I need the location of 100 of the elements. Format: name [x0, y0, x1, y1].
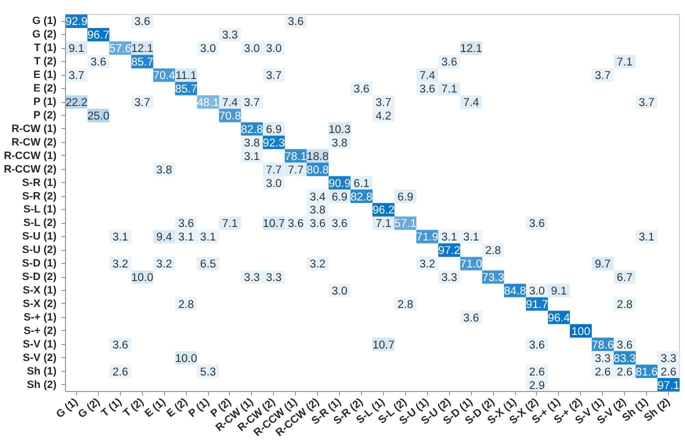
- data-label: 2.6: [616, 366, 633, 378]
- data-label: 10.0: [131, 272, 154, 284]
- data-label: 73.3: [482, 272, 504, 284]
- data-label: 10.0: [175, 352, 198, 365]
- y-tick-label: R-CW (2): [12, 136, 57, 148]
- data-label: 3.7: [638, 97, 654, 110]
- data-label: 3.0: [529, 286, 545, 298]
- data-label: 3.3: [441, 272, 458, 284]
- data-label: 3.0: [200, 43, 216, 56]
- data-label: 6.9: [266, 124, 282, 136]
- y-tick-label: S-X (1): [22, 284, 57, 297]
- data-label: 7.4: [419, 70, 436, 82]
- data-label: 7.4: [463, 97, 480, 110]
- y-tick-label: Sh (1): [26, 365, 57, 378]
- data-label: 92.9: [65, 16, 88, 28]
- data-label: 22.2: [65, 97, 88, 110]
- data-label: 2.6: [112, 366, 128, 378]
- data-label: 70.4: [153, 70, 176, 82]
- data-label: 3.1: [638, 232, 654, 244]
- data-label: 3.0: [244, 43, 260, 56]
- y-tick-label: S-R (1): [22, 176, 57, 189]
- y-tick-label: E (2): [33, 82, 57, 95]
- data-label: 3.7: [134, 97, 150, 110]
- data-label: 3.2: [112, 258, 128, 271]
- data-label: 6.7: [616, 272, 633, 284]
- data-label: 2.8: [398, 298, 414, 311]
- data-label: 3.6: [441, 56, 458, 69]
- y-tick-label: P (1): [33, 96, 57, 108]
- data-label: 83.3: [614, 352, 636, 365]
- y-tick-label: R-CCW (2): [4, 163, 57, 176]
- y-tick-label: T (2): [34, 56, 57, 68]
- data-label: 3.2: [156, 258, 172, 271]
- data-label: 71.9: [416, 232, 438, 244]
- data-label: 3.8: [244, 137, 260, 150]
- data-label: 78.1: [284, 150, 307, 163]
- data-label: 3.8: [156, 164, 172, 176]
- data-label: 3.6: [419, 84, 436, 96]
- data-label: 82.8: [240, 124, 263, 136]
- y-tick-label: S-X (2): [22, 298, 57, 310]
- data-label: 96.4: [548, 312, 570, 324]
- data-label: 3.7: [376, 97, 392, 110]
- data-label: 12.1: [131, 43, 154, 56]
- data-label: 6.5: [200, 258, 216, 271]
- y-tick-label: S-R (2): [22, 190, 57, 202]
- data-label: 3.8: [332, 137, 348, 150]
- data-label: 3.0: [266, 178, 282, 190]
- data-label: 84.8: [504, 286, 526, 298]
- data-label: 7.7: [266, 164, 282, 176]
- y-tick-label: S-U (1): [22, 230, 57, 243]
- data-label: 3.1: [244, 150, 260, 163]
- data-label: 3.7: [244, 97, 260, 110]
- data-label: 2.8: [616, 298, 633, 311]
- y-tick-label: Sh (2): [26, 378, 57, 391]
- data-label: 3.6: [310, 218, 326, 230]
- data-label: 3.6: [463, 312, 480, 324]
- data-label: 6.9: [398, 191, 414, 204]
- data-label: 3.1: [441, 232, 458, 244]
- y-tick-label: E (1): [33, 69, 57, 82]
- data-label: 3.7: [594, 70, 611, 82]
- data-label: 85.7: [175, 84, 198, 96]
- data-label: 7.1: [441, 84, 458, 96]
- y-tick-label: S-L (2): [23, 217, 57, 230]
- data-label: 2.6: [529, 366, 545, 378]
- data-label: 3.4: [310, 191, 326, 204]
- data-label: 25.0: [87, 110, 110, 122]
- data-label: 7.1: [222, 218, 238, 230]
- data-label: 7.1: [616, 56, 633, 69]
- y-tick-label: S-V (2): [22, 352, 57, 364]
- data-label: 18.8: [306, 150, 329, 163]
- data-label: 78.6: [592, 339, 614, 352]
- data-label: 85.7: [131, 56, 154, 69]
- data-label: 3.6: [134, 16, 150, 28]
- data-label: 2.8: [485, 245, 501, 258]
- y-tick-label: S-L (1): [23, 204, 57, 216]
- y-tick-label: G (1): [32, 15, 57, 28]
- y-tick-label: S-+ (2): [24, 324, 57, 337]
- data-label: 100: [571, 326, 590, 338]
- data-label: 91.7: [526, 298, 548, 311]
- data-label: 2.9: [529, 380, 545, 392]
- y-tick-label: S-D (2): [22, 271, 57, 284]
- y-tick-label: P (2): [33, 109, 57, 122]
- data-label: 10.7: [262, 218, 285, 230]
- data-label: 70.8: [218, 110, 242, 122]
- data-label: 92.3: [262, 137, 285, 150]
- data-label: 3.3: [594, 352, 611, 365]
- data-label: 9.1: [551, 286, 567, 298]
- data-label: 11.1: [176, 70, 197, 82]
- data-label: 9.4: [156, 232, 172, 244]
- y-tick-label: R-CW (1): [12, 122, 57, 135]
- data-label: 3.6: [354, 84, 370, 96]
- data-label: 71.0: [460, 258, 482, 271]
- y-tick-label: S-U (2): [22, 244, 57, 256]
- data-label: 3.6: [288, 218, 304, 230]
- data-label: 7.4: [222, 97, 238, 110]
- data-label: 57.6: [109, 43, 132, 56]
- data-label: 3.2: [310, 258, 326, 271]
- data-label: 57.1: [394, 218, 416, 230]
- data-label: 3.1: [200, 232, 216, 244]
- y-tick-label: R-CCW (1): [4, 150, 57, 162]
- data-label: 48.1: [197, 97, 220, 110]
